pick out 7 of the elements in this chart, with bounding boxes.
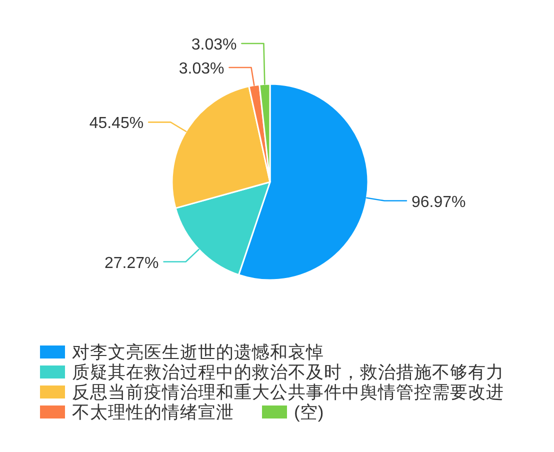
data-label: 27.27% <box>104 254 159 272</box>
data-label: 3.03% <box>178 60 224 78</box>
legend-label: 不太理性的情绪宣泄 <box>72 402 234 422</box>
data-label: 96.97% <box>411 194 466 211</box>
legend-label: (空) <box>294 402 324 422</box>
data-label: 45.45% <box>89 115 144 132</box>
data-label: 3.03% <box>191 36 237 54</box>
